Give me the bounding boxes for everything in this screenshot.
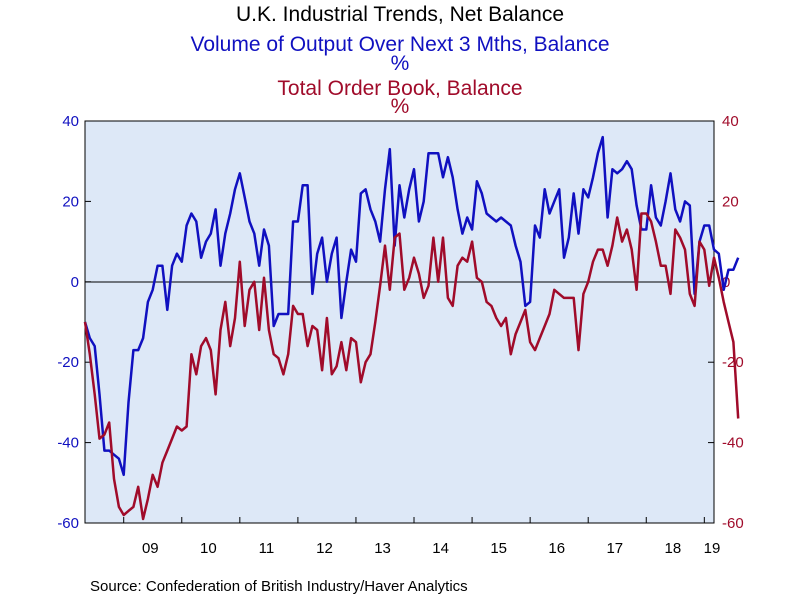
x-tick-label: 18: [665, 540, 682, 557]
x-tick-label: 11: [259, 540, 275, 557]
left-tick-label: -40: [57, 435, 79, 452]
series-red-unit: %: [391, 95, 410, 118]
right-tick-label: 40: [722, 113, 739, 130]
series-line-volume-of-output: [83, 135, 740, 477]
x-tick-label: 12: [316, 540, 333, 557]
series-blue-label: Volume of Output Over Next 3 Mths, Balan…: [190, 33, 609, 56]
right-tick-label: -20: [722, 354, 744, 371]
x-tick-label: 17: [606, 540, 623, 557]
x-tick-label: 19: [704, 540, 721, 557]
x-tick-label: 13: [374, 540, 391, 557]
x-tick-label: 10: [200, 540, 217, 557]
right-tick-label: -40: [722, 435, 744, 452]
series-red-label: Total Order Book, Balance: [277, 77, 522, 100]
left-tick-label: -60: [57, 515, 79, 532]
left-tick-label: 0: [71, 274, 79, 291]
left-axis: 40 20 0 -20 -40 -60: [57, 113, 91, 532]
source-note: Source: Confederation of British Industr…: [90, 578, 468, 595]
x-tick-label: 16: [548, 540, 565, 557]
x-axis: 09 10 11 12 13 14 15 16 17 18 19: [123, 517, 721, 557]
right-tick-label: 20: [722, 193, 739, 210]
chart-title: U.K. Industrial Trends, Net Balance: [236, 3, 564, 26]
series-line-total-order-book: [83, 212, 740, 521]
left-tick-label: 20: [62, 193, 79, 210]
x-tick-label: 09: [142, 540, 159, 557]
x-tick-label: 15: [490, 540, 507, 557]
right-tick-label: -60: [722, 515, 744, 532]
plot-area: [84, 120, 715, 524]
left-tick-label: 40: [62, 113, 79, 130]
left-tick-label: -20: [57, 354, 79, 371]
series-blue-unit: %: [391, 52, 410, 75]
x-tick-label: 14: [432, 540, 449, 557]
